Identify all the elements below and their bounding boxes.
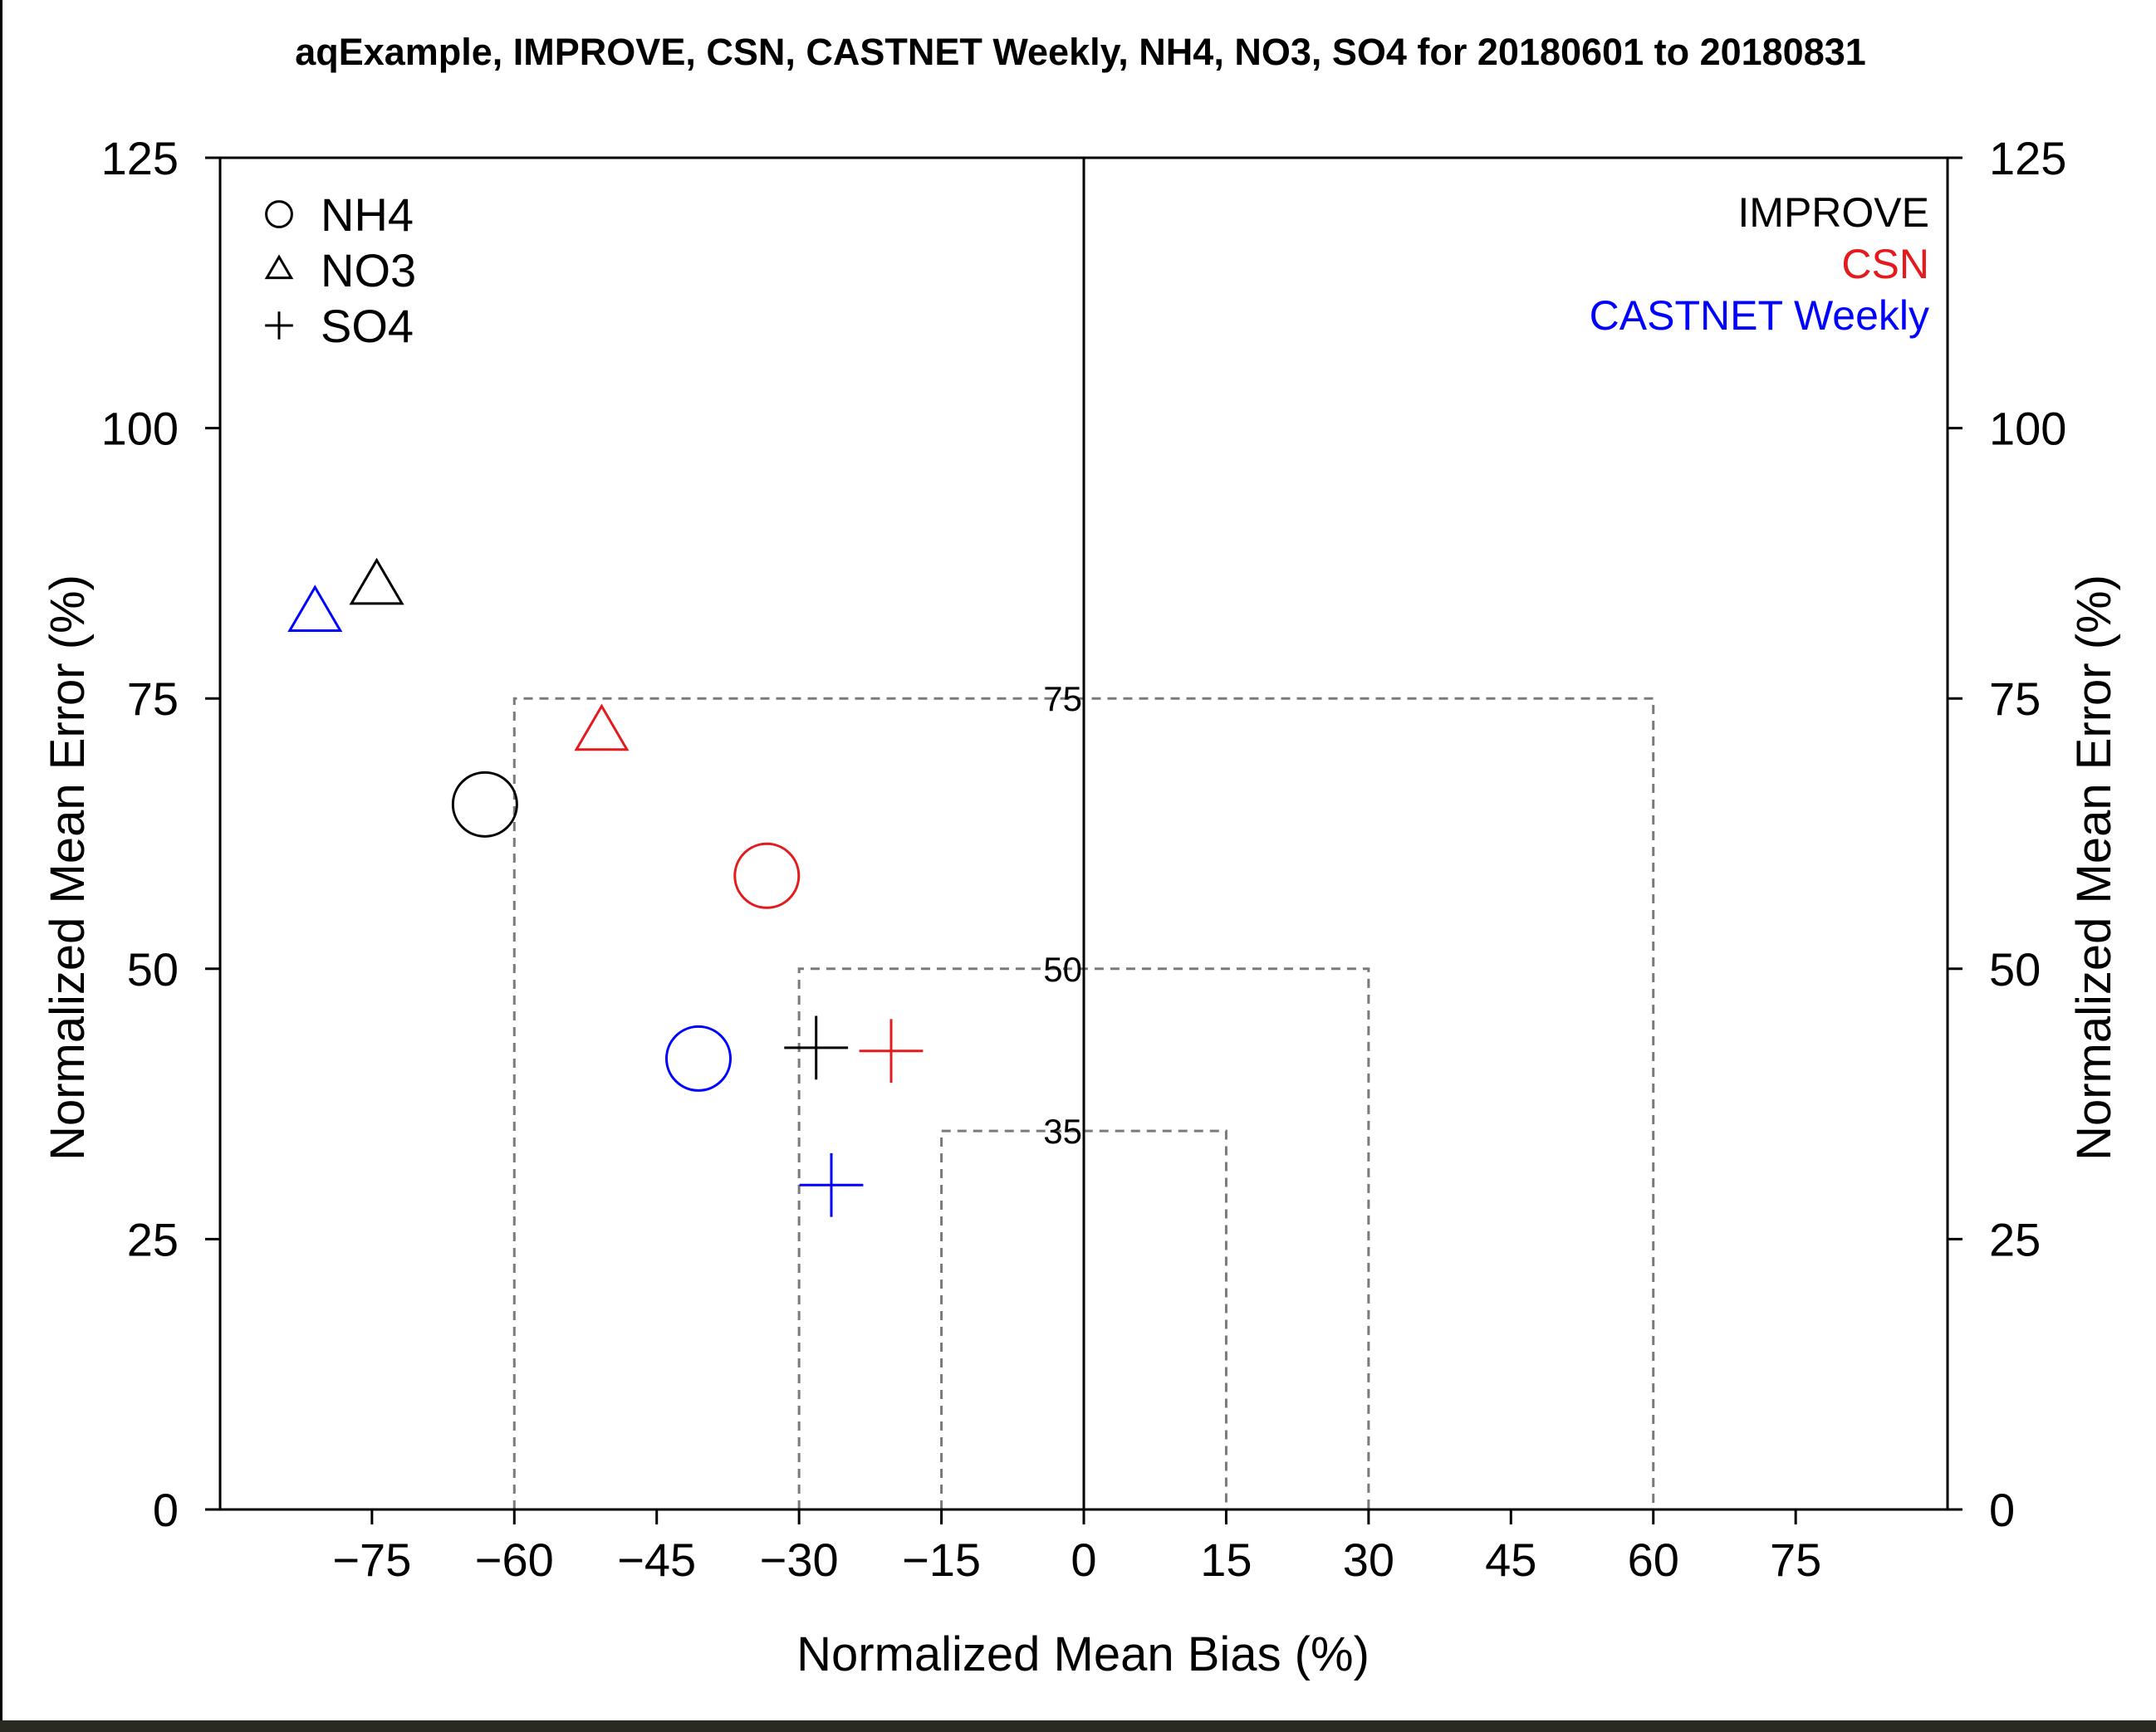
y-axis-label-left: Normalized Mean Error (%)	[41, 575, 95, 1161]
x-tick-label: −45	[617, 1534, 696, 1586]
y-tick-label-left: 100	[101, 403, 179, 455]
x-tick-label: 75	[1770, 1534, 1821, 1586]
goal-box-label: 50	[1043, 950, 1082, 989]
x-tick-label: 0	[1071, 1534, 1096, 1586]
point-castnet-weekly-so4	[799, 1152, 864, 1217]
x-tick-label: −60	[475, 1534, 554, 1586]
legend-plus-icon	[265, 311, 293, 340]
x-tick-label: −75	[332, 1534, 411, 1586]
y-tick-label-left: 0	[153, 1484, 179, 1536]
point-csn-no3	[574, 703, 630, 751]
x-tick-label: 60	[1628, 1534, 1679, 1586]
goal-box-label: 75	[1043, 679, 1082, 718]
y-tick-label-right: 75	[1989, 673, 2041, 725]
y-tick-label-right: 125	[1989, 132, 2066, 184]
x-tick-label: −15	[902, 1534, 981, 1586]
y-tick-label-left: 125	[101, 132, 179, 184]
y-tick-label-right: 0	[1989, 1484, 2015, 1536]
point-csn-so4	[859, 1019, 924, 1084]
y-tick-label-left: 75	[127, 673, 179, 725]
y-tick-label-right: 100	[1989, 403, 2066, 455]
x-axis: −75 −60 −45 −30 −15 0 15 30 45 60 75	[332, 1509, 1821, 1586]
network-legend: IMPROVE CSN CASTNET Weekly	[1590, 189, 1929, 339]
point-improve-nh4	[451, 771, 518, 838]
y-tick-label-right: 50	[1989, 943, 2041, 996]
y-tick-label-left: 25	[127, 1213, 179, 1265]
legend-network-castnet-weekly: CASTNET Weekly	[1590, 292, 1929, 339]
legend-circle-icon	[265, 200, 293, 228]
legend-triangle-icon	[264, 254, 294, 280]
point-improve-so4	[784, 1015, 849, 1080]
point-improve-no3	[349, 557, 404, 605]
x-tick-label: 30	[1343, 1534, 1394, 1586]
point-castnet-weekly-nh4	[665, 1025, 732, 1092]
data-points	[287, 557, 924, 1217]
legend-network-improve: IMPROVE	[1737, 189, 1929, 236]
legend-label-nh4: NH4	[321, 188, 414, 241]
legend-label-so4: SO4	[321, 300, 414, 352]
x-tick-label: 15	[1200, 1534, 1252, 1586]
y-tick-label-right: 25	[1989, 1213, 2041, 1265]
legend-label-no3: NO3	[321, 244, 416, 296]
x-tick-label: 45	[1485, 1534, 1536, 1586]
y-axis-label-right: Normalized Mean Error (%)	[2067, 575, 2121, 1161]
y-tick-label-left: 50	[127, 943, 179, 996]
legend-network-csn: CSN	[1841, 241, 1929, 287]
goal-box-label: 35	[1043, 1112, 1082, 1151]
x-axis-label: Normalized Mean Bias (%)	[796, 1627, 1370, 1681]
x-tick-label: −30	[760, 1534, 839, 1586]
y-axis-right: 0 25 50 75 100 125	[1948, 132, 2066, 1536]
point-castnet-weekly-no3	[287, 585, 343, 632]
y-axis-left: 0 25 50 75 100 125	[101, 132, 220, 1536]
point-csn-nh4	[733, 842, 801, 909]
chart-title: aqExample, IMPROVE, CSN, CASTNET Weekly,…	[295, 31, 1866, 73]
